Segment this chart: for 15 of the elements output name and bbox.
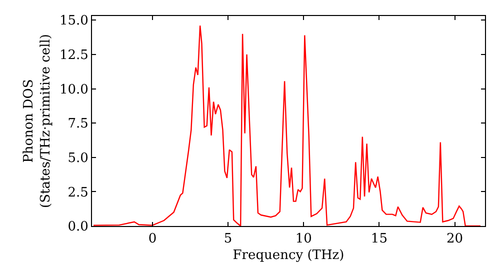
- x-tick-label: 5: [224, 232, 232, 247]
- x-tick-label: 0: [148, 232, 157, 247]
- x-axis-title: Frequency (THz): [232, 248, 344, 264]
- y-tick-label: 10.0: [59, 82, 88, 98]
- x-tick-label: 15: [370, 232, 388, 247]
- line-series: [92, 25, 482, 226]
- y-axis-title: Phonon DOS (States/THz·primitive cell): [21, 34, 54, 208]
- y-tick-label: 2.5: [68, 185, 88, 200]
- y-tick-label: 0.0: [68, 220, 88, 235]
- x-tick-label: 20: [446, 232, 464, 247]
- x-tick-label: 10: [295, 232, 312, 247]
- y-tick-label: 7.5: [68, 116, 88, 132]
- y-tick-label: 15.0: [59, 14, 88, 29]
- y-tick-label: 5.0: [68, 150, 88, 166]
- y-tick-label: 12.5: [59, 48, 88, 63]
